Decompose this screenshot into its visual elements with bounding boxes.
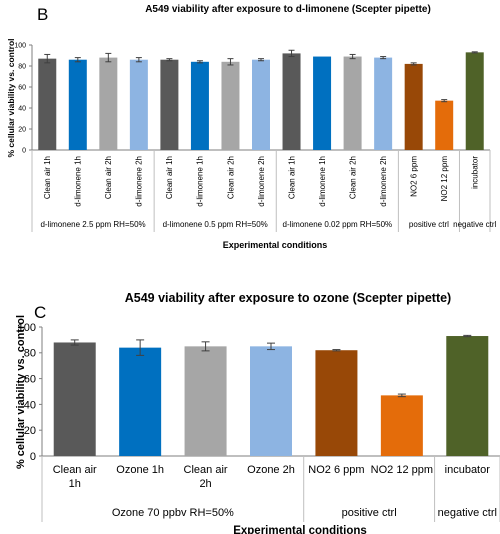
chart-b-bar xyxy=(221,61,240,150)
chart-b-bar xyxy=(435,100,454,150)
chart-c-category-label: Ozone 1h xyxy=(116,464,164,476)
chart-b-group-label: positive ctrl xyxy=(409,220,449,229)
chart-b-category-label: Clean air 1h xyxy=(43,156,52,199)
chart-c-category-label: incubator xyxy=(445,464,491,476)
chart-b: B A549 viability after exposure to d-lim… xyxy=(6,4,497,250)
chart-b-bar xyxy=(343,56,362,150)
chart-b-category-label: NO2 6 ppm xyxy=(409,156,418,197)
chart-b-category-label: d-limonene 1h xyxy=(74,156,83,207)
chart-b-y-tick-label: 80 xyxy=(18,63,26,70)
chart-c-bar xyxy=(53,342,96,456)
chart-c-bar xyxy=(119,347,162,456)
chart-c-y-tick-label: 40 xyxy=(24,399,36,411)
chart-b-category-label: Clean air 2h xyxy=(348,156,357,199)
chart-b-y-tick-label: 20 xyxy=(18,126,26,133)
chart-c-bar xyxy=(446,336,489,456)
chart-b-category-label: incubator xyxy=(471,156,480,189)
chart-b-x-axis-label: Experimental conditions xyxy=(223,240,328,250)
chart-c-category-label: NO2 12 ppm xyxy=(371,464,433,476)
chart-c-y-tick-label: 100 xyxy=(18,322,36,334)
chart-c-category-label: Ozone 2h xyxy=(247,464,295,476)
chart-c-y-tick-label: 60 xyxy=(24,373,36,385)
chart-b-bar xyxy=(99,57,118,150)
chart-b-bar xyxy=(38,58,57,150)
chart-c-y-tick-label: 20 xyxy=(24,425,36,437)
chart-b-category-label: d-limonene 1h xyxy=(318,156,327,207)
chart-b-group-label: d-limonene 0.5 ppm RH=50% xyxy=(163,220,268,229)
chart-b-bar xyxy=(374,57,393,150)
chart-b-group-label: d-limonene 0.02 ppm RH=50% xyxy=(283,220,393,229)
chart-b-category-label: Clean air 1h xyxy=(165,156,174,199)
chart-c-bar xyxy=(184,346,227,456)
chart-c-category-label: Clean air 2h xyxy=(184,464,228,490)
chart-b-category-label: NO2 12 ppm xyxy=(440,156,449,202)
chart-b-group-label: negative ctrl xyxy=(453,220,496,229)
chart-b-bar xyxy=(465,52,484,150)
chart-c-category-label: Clean air 1h xyxy=(53,464,97,490)
panel-label-c: C xyxy=(34,303,46,322)
chart-b-y-tick-label: 40 xyxy=(18,105,26,112)
chart-b-y-axis-label: % cellular viability vs. control xyxy=(6,38,16,157)
chart-b-bar xyxy=(282,53,301,150)
chart-b-title: A549 viability after exposure to d-limon… xyxy=(145,4,431,15)
chart-b-marks: 0 20 40 60 80 100 Clean air 1h d-limonene 1h Cle… xyxy=(14,42,497,232)
chart-b-category-label: Clean air 1h xyxy=(287,156,296,199)
chart-b-bar xyxy=(68,59,87,151)
chart-c-y-tick-label: 80 xyxy=(24,348,36,360)
chart-c-title: A549 viability after exposure to ozone (… xyxy=(125,291,451,305)
chart-c-category-label: NO2 6 ppm xyxy=(308,464,364,476)
chart-b-group-label: d-limonene 2.5 ppm RH=50% xyxy=(40,220,145,229)
chart-c-bar xyxy=(315,350,358,456)
chart-b-y-tick-label: 60 xyxy=(18,84,26,91)
chart-b-bar xyxy=(190,61,209,150)
chart-b-category-label: d-limonene 2h xyxy=(257,156,266,207)
chart-b-category-label: Clean air 2h xyxy=(226,156,235,199)
chart-b-y-tick-label: 100 xyxy=(14,42,26,49)
chart-c-y-tick-label: 0 xyxy=(30,451,36,463)
chart-b-bar xyxy=(129,59,148,151)
chart-c-bar xyxy=(380,395,423,456)
chart-b-category-label: d-limonene 1h xyxy=(196,156,205,207)
chart-b-bar xyxy=(313,56,332,150)
chart-c-x-axis-label: Experimental conditions xyxy=(233,525,367,534)
chart-b-y-tick-label: 0 xyxy=(22,147,26,154)
chart-b-category-label: d-limonene 2h xyxy=(379,156,388,207)
chart-c-group-label: positive ctrl xyxy=(342,507,397,519)
panel-label-b: B xyxy=(37,5,48,24)
chart-c-bar xyxy=(250,346,292,456)
chart-b-bar xyxy=(404,63,423,150)
chart-c-group-label: Ozone 70 ppbv RH=50% xyxy=(112,507,234,519)
chart-c: C A549 viability after exposure to ozone… xyxy=(15,291,500,534)
chart-b-category-label: Clean air 2h xyxy=(104,156,113,199)
chart-c-group-label: negative ctrl xyxy=(438,507,497,519)
chart-c-marks: 0 20 40 60 80 100 Clean air 1h Ozone 1h Clean air… xyxy=(18,322,500,522)
chart-b-bar xyxy=(252,59,270,151)
chart-c-y-axis-label: % cellular viability vs. control xyxy=(15,315,27,469)
chart-b-bar xyxy=(160,59,179,151)
chart-b-category-label: d-limonene 2h xyxy=(135,156,144,207)
